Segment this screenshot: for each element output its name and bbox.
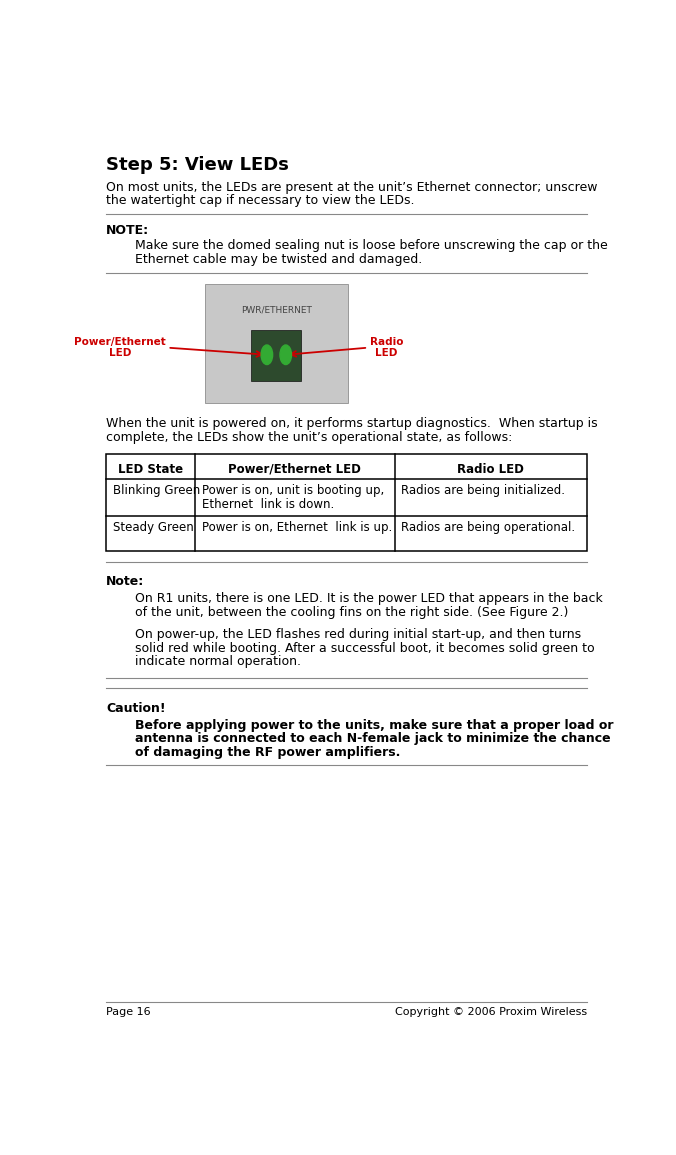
Text: LED State: LED State: [118, 463, 183, 476]
Text: On most units, the LEDs are present at the unit’s Ethernet connector; unscrew: On most units, the LEDs are present at t…: [106, 181, 598, 194]
Circle shape: [261, 345, 272, 365]
Text: Before applying power to the units, make sure that a proper load or: Before applying power to the units, make…: [135, 718, 613, 732]
Circle shape: [280, 345, 291, 365]
Text: Blinking Green: Blinking Green: [113, 484, 200, 498]
Text: Power is on, unit is booting up,: Power is on, unit is booting up,: [202, 484, 385, 498]
Text: Radio LED: Radio LED: [457, 463, 524, 476]
Text: Copyright © 2006 Proxim Wireless: Copyright © 2006 Proxim Wireless: [395, 1007, 587, 1018]
Text: Caution!: Caution!: [106, 702, 166, 715]
Text: complete, the LEDs show the unit’s operational state, as follows:: complete, the LEDs show the unit’s opera…: [106, 431, 512, 444]
Text: Power/Ethernet
LED: Power/Ethernet LED: [74, 337, 166, 358]
Text: of the unit, between the cooling fins on the right side. (See Figure 2.): of the unit, between the cooling fins on…: [135, 605, 569, 619]
Text: On R1 units, there is one LED. It is the power LED that appears in the back: On R1 units, there is one LED. It is the…: [135, 593, 602, 605]
Text: Note:: Note:: [106, 575, 145, 588]
Text: NOTE:: NOTE:: [106, 224, 149, 237]
Text: Radio
LED: Radio LED: [370, 337, 403, 358]
Text: Steady Green: Steady Green: [113, 521, 194, 535]
Text: Power/Ethernet LED: Power/Ethernet LED: [228, 463, 361, 476]
Text: PWR/ETHERNET: PWR/ETHERNET: [241, 306, 312, 314]
Text: Ethernet cable may be twisted and damaged.: Ethernet cable may be twisted and damage…: [135, 253, 422, 266]
Text: On power-up, the LED flashes red during initial start-up, and then turns: On power-up, the LED flashes red during …: [135, 628, 581, 641]
Text: Page 16: Page 16: [106, 1007, 151, 1018]
Bar: [251, 330, 301, 381]
Text: Radios are being initialized.: Radios are being initialized.: [402, 484, 566, 498]
Text: Power is on, Ethernet  link is up.: Power is on, Ethernet link is up.: [202, 521, 392, 535]
Text: of damaging the RF power amplifiers.: of damaging the RF power amplifiers.: [135, 746, 400, 759]
Bar: [106, 454, 587, 551]
Text: antenna is connected to each N-female jack to minimize the chance: antenna is connected to each N-female ja…: [135, 732, 610, 745]
Text: the watertight cap if necessary to view the LEDs.: the watertight cap if necessary to view …: [106, 194, 414, 208]
Text: indicate normal operation.: indicate normal operation.: [135, 655, 301, 669]
Text: Ethernet  link is down.: Ethernet link is down.: [202, 498, 335, 511]
Text: Make sure the domed sealing nut is loose before unscrewing the cap or the: Make sure the domed sealing nut is loose…: [135, 239, 608, 253]
Text: Step 5: View LEDs: Step 5: View LEDs: [106, 156, 289, 173]
Bar: [205, 284, 348, 403]
Text: solid red while booting. After a successful boot, it becomes solid green to: solid red while booting. After a success…: [135, 642, 594, 655]
Text: When the unit is powered on, it performs startup diagnostics.  When startup is: When the unit is powered on, it performs…: [106, 417, 598, 431]
Text: Radios are being operational.: Radios are being operational.: [402, 521, 575, 535]
